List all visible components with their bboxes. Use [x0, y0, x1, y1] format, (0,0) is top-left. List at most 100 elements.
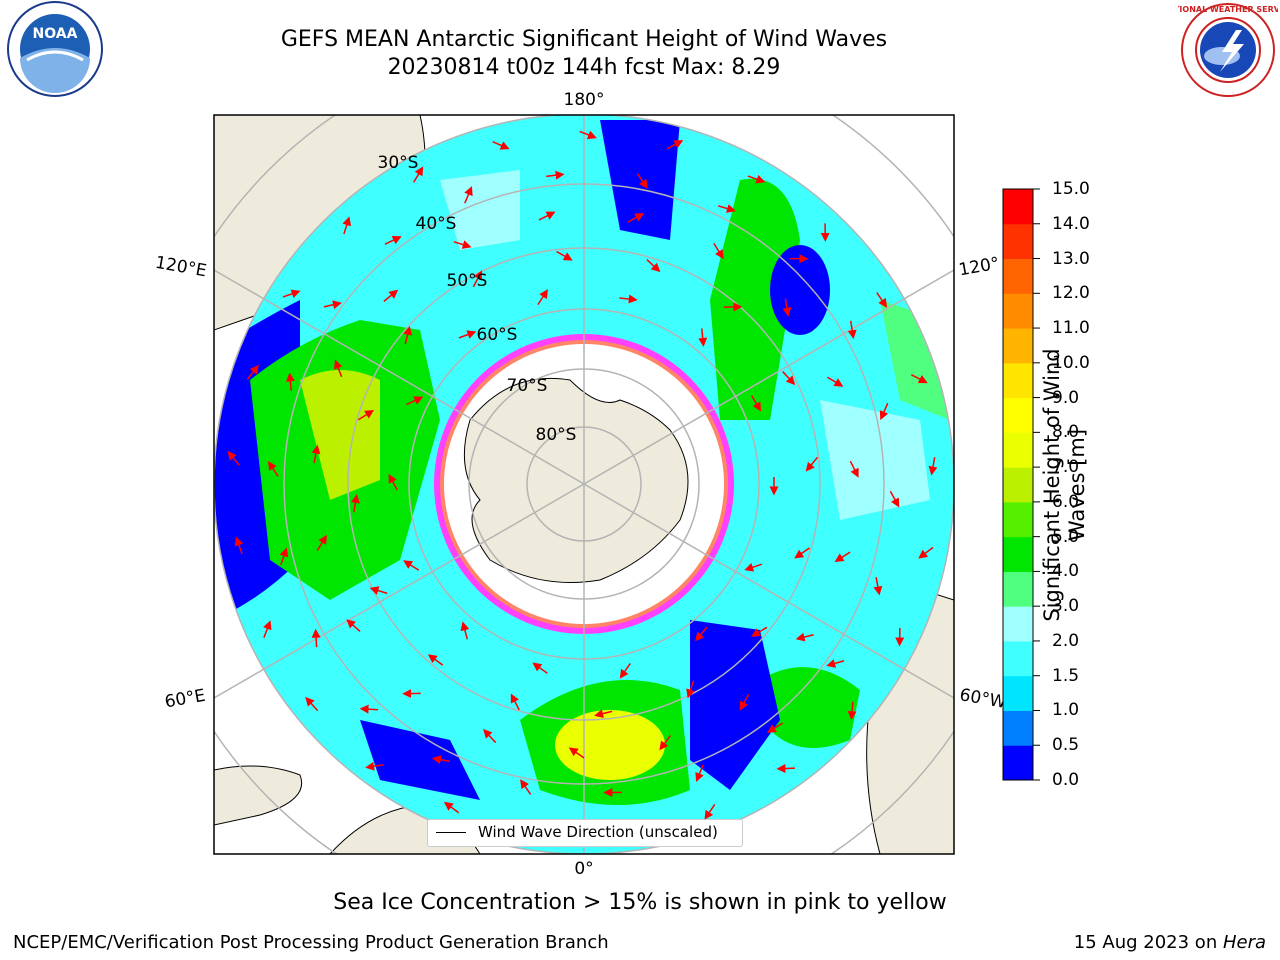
wind-wave-arrow	[342, 216, 352, 235]
colorbar-tick-label: 14.0	[1052, 213, 1090, 234]
wind-wave-arrow	[403, 560, 420, 571]
wind-wave-arrow	[537, 289, 548, 306]
wind-wave-arrow	[827, 376, 844, 387]
wind-wave-arrow	[464, 186, 473, 204]
wind-wave-arrow	[698, 328, 708, 347]
colorbar-segment	[1003, 501, 1033, 538]
colorbar-segment	[1003, 710, 1033, 746]
wind-wave-arrow	[472, 270, 483, 288]
meridian-label-top: 180°	[564, 90, 605, 110]
colorbar-segment	[1003, 223, 1033, 260]
wind-wave-arrow	[805, 456, 819, 472]
wind-wave-arrow	[388, 473, 398, 491]
wind-wave-arrow	[627, 213, 645, 223]
wind-wave-arrow	[659, 735, 672, 751]
wind-wave-arrow	[427, 654, 444, 666]
colorbar-segment	[1003, 467, 1033, 503]
wind-wave-arrow	[234, 536, 244, 555]
wind-wave-arrow	[928, 457, 938, 476]
legend-label: Wind Wave Direction (unscaled)	[478, 823, 718, 841]
meridian-label-upper-left: 120°E	[154, 253, 208, 282]
wind-wave-arrow	[492, 140, 510, 150]
wind-wave-arrow	[751, 626, 768, 637]
colorbar-tick-label: 4.0	[1052, 561, 1080, 582]
wind-wave-arrow	[834, 551, 851, 562]
wind-wave-arrow	[453, 240, 472, 249]
wind-wave-arrow	[910, 374, 928, 384]
colorbar-segment	[1003, 745, 1033, 781]
wind-wave-arrow	[546, 170, 565, 180]
parallel-label-40s: 40°S	[416, 214, 457, 234]
wind-wave-arrow	[646, 258, 661, 273]
wind-wave-arrow	[847, 701, 857, 721]
wind-wave-arrow	[594, 709, 613, 718]
wind-wave-arrow	[316, 534, 327, 552]
colorbar-tick-label: 7.0	[1052, 457, 1080, 478]
wind-wave-arrow	[357, 409, 375, 421]
wind-wave-arrow	[431, 755, 451, 765]
colorbar-tick-label: 9.0	[1052, 387, 1080, 408]
wind-wave-arrow	[460, 621, 470, 640]
parallel-label-80s: 80°S	[536, 425, 577, 445]
wind-wave-arrow	[520, 779, 532, 795]
wind-wave-arrow	[365, 761, 384, 771]
legend: Wind Wave Direction (unscaled)	[427, 819, 743, 847]
meridian-label-upper-right: 120°	[957, 254, 1001, 281]
wind-wave-arrow	[826, 659, 845, 668]
wind-wave-arrow	[346, 619, 361, 633]
colorbar-tick-label: 1.0	[1052, 700, 1080, 721]
wind-wave-arrow	[384, 236, 402, 245]
machine-name: Hera	[1222, 932, 1266, 953]
colorbar-segment	[1003, 640, 1033, 677]
wind-wave-arrow	[383, 289, 399, 302]
graticule	[214, 115, 954, 854]
wind-wave-arrow	[873, 577, 883, 596]
wind-wave-arrow	[334, 359, 343, 378]
colorbar-tick-label: 10.0	[1052, 352, 1090, 373]
wind-wave-arrow	[795, 632, 814, 642]
wind-wave-arrow	[413, 166, 424, 183]
meridian-label-bottom: 0°	[574, 859, 593, 879]
wind-wave-arrow	[458, 330, 477, 339]
date-text: 15 Aug 2023 on	[1073, 932, 1223, 953]
wind-wave-arrow	[619, 294, 638, 304]
colorbar-tick-label: 3.0	[1052, 596, 1080, 617]
wind-wave-arrow	[849, 460, 859, 478]
wind-wave-arrow	[267, 460, 279, 477]
wind-wave-arrow	[305, 696, 319, 712]
wind-wave-arrow	[889, 490, 900, 508]
colorbar-tick-label: 0.0	[1052, 770, 1080, 790]
wind-wave-arrow	[311, 628, 321, 648]
wind-wave-arrow	[556, 250, 573, 261]
colorbar-tick-label: 5.0	[1052, 526, 1080, 547]
wind-wave-arrow	[619, 663, 631, 679]
wind-wave-arrow	[532, 662, 548, 674]
map-border	[213, 114, 955, 855]
wind-wave-arrow	[227, 450, 240, 466]
colorbar-segment	[1003, 293, 1033, 329]
wind-wave-arrow	[686, 680, 695, 699]
parallel-label-30s: 30°S	[378, 153, 419, 173]
colorbar-tick-label: 11.0	[1052, 318, 1090, 339]
colorbar-border	[1002, 188, 1034, 781]
wind-wave-arrow	[403, 325, 412, 345]
wind-wave-arrow	[776, 764, 795, 774]
wind-wave-arrow	[739, 694, 750, 711]
nws-logo-text: NATIONAL WEATHER SERVICE	[1178, 5, 1278, 14]
colorbar-segment	[1003, 571, 1033, 607]
colorbar-segment	[1003, 258, 1033, 294]
wind-wave-arrow	[263, 620, 272, 638]
noaa-logo-text: NOAA	[33, 26, 78, 42]
wind-wave-arrow	[538, 211, 556, 221]
parallel-label-60s: 60°S	[477, 325, 518, 345]
nws-logo: NATIONAL WEATHER SERVICE	[1178, 3, 1278, 97]
wind-wave-arrow	[750, 395, 762, 412]
wind-wave-arrow	[847, 320, 857, 340]
wind-wave-arrow	[695, 764, 704, 782]
legend-line-swatch	[436, 832, 466, 833]
sea-ice-footnote: Sea Ice Concentration > 15% is shown in …	[333, 890, 947, 915]
colorbar-tick-label: 15.0	[1052, 179, 1090, 199]
colorbar-tick-label: 12.0	[1052, 283, 1090, 304]
wind-wave-arrow	[350, 493, 360, 513]
parallel-label-70s: 70°S	[507, 376, 548, 396]
